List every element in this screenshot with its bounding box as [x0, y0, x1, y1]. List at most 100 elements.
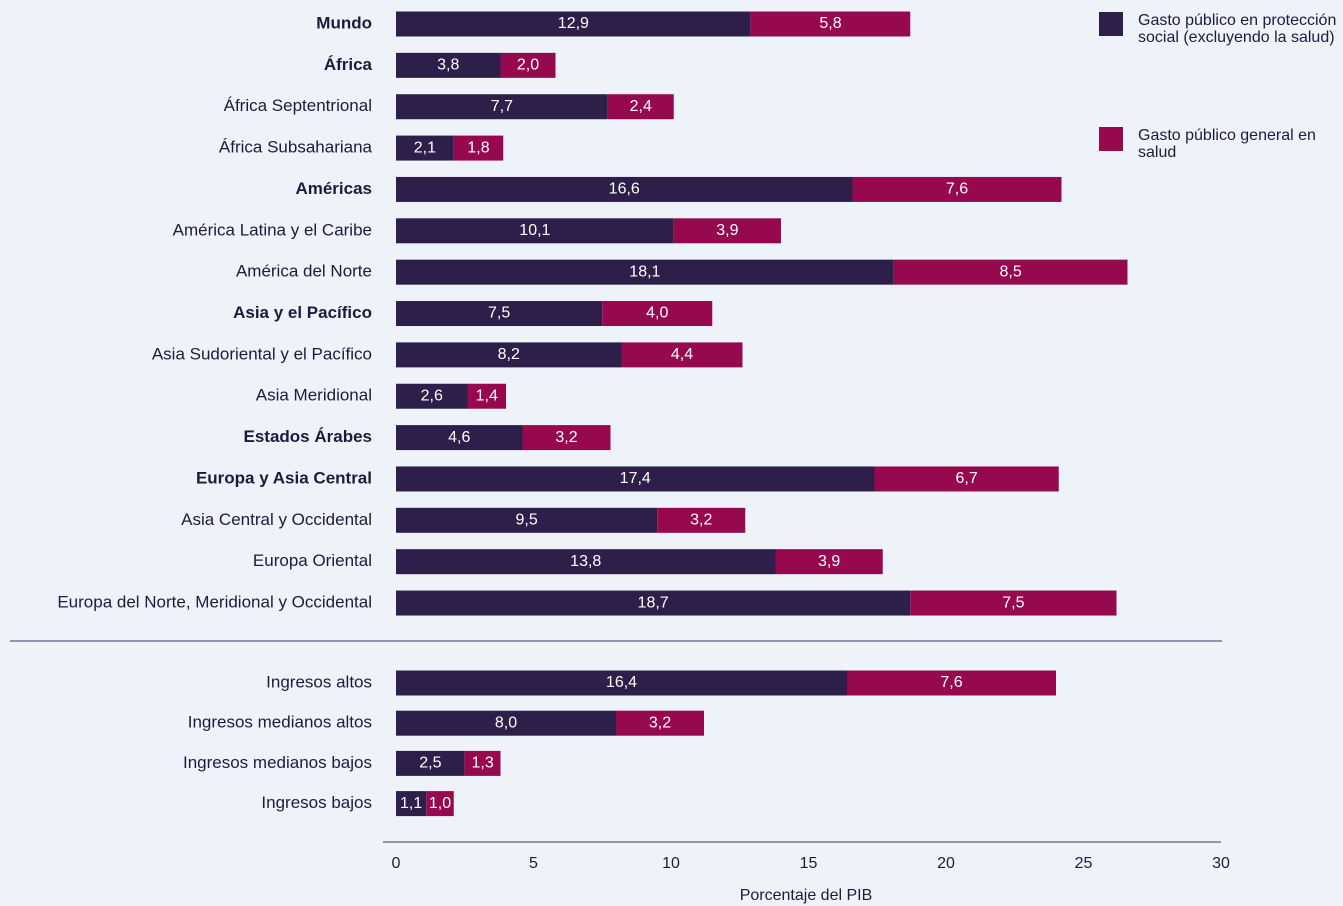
value-label: 2,0 [517, 57, 539, 74]
bar-segment [396, 52, 501, 78]
legend-swatch [1099, 127, 1123, 151]
category-label: Américas [295, 179, 372, 198]
value-label: 16,4 [606, 674, 637, 691]
bar-segment [396, 466, 875, 492]
value-label: 8,2 [498, 346, 520, 363]
bar-segment [396, 710, 616, 736]
bar-segment [775, 549, 883, 575]
value-label: 2,5 [419, 755, 441, 772]
bar-segment [396, 342, 622, 368]
value-label: 18,1 [629, 263, 660, 280]
category-label: Asia y el Pacífico [233, 303, 372, 322]
legend-item: Gasto público en protección social (excl… [1099, 12, 1338, 46]
category-label: Asia Meridional [256, 386, 372, 405]
value-label: 18,7 [638, 594, 669, 611]
bar-segment [607, 94, 674, 120]
value-label: 4,4 [671, 346, 693, 363]
category-label: Asia Central y Occidental [181, 510, 372, 529]
bar-segment [396, 383, 468, 409]
category-label: Ingresos medianos altos [188, 713, 372, 732]
value-label: 12,9 [558, 15, 589, 32]
bar-segment [396, 218, 674, 244]
value-label: 2,4 [630, 98, 652, 115]
value-label: 3,2 [649, 714, 671, 731]
bar-segment [847, 670, 1056, 696]
bar-segment [396, 94, 608, 120]
category-label: Ingresos medianos bajos [183, 753, 372, 772]
bar-segment [396, 670, 847, 696]
bar-segment [657, 507, 746, 533]
value-label: 3,9 [716, 222, 738, 239]
bar-segment [396, 11, 751, 37]
x-tick-label: 25 [1075, 855, 1093, 872]
value-label: 1,4 [476, 387, 498, 404]
category-label: Estados Árabes [244, 427, 373, 446]
value-label: 4,6 [448, 429, 470, 446]
bar-segment [893, 259, 1128, 285]
legend-swatch [1099, 12, 1123, 36]
bar-segment [396, 176, 853, 202]
value-label: 5,8 [819, 15, 841, 32]
value-label: 1,1 [400, 795, 422, 812]
category-label: América del Norte [236, 262, 372, 281]
x-tick-label: 15 [800, 855, 818, 872]
x-axis-label: Porcentaje del PIB [740, 887, 873, 904]
x-tick-label: 20 [937, 855, 955, 872]
category-label: Mundo [316, 13, 372, 32]
bar-segment [396, 425, 523, 451]
value-label: 7,6 [940, 674, 962, 691]
bar-segment [750, 11, 911, 37]
x-tick-label: 30 [1212, 855, 1230, 872]
legend-label: Gasto público general en salud [1138, 127, 1316, 161]
value-label: 1,0 [429, 795, 451, 812]
bar-segment [396, 301, 603, 327]
value-label: 13,8 [570, 553, 601, 570]
bar-segment [396, 750, 465, 776]
x-tick-label: 10 [662, 855, 680, 872]
bar-segment [500, 52, 556, 78]
bar-segment [396, 135, 454, 161]
category-label: África Subsahariana [219, 138, 373, 157]
bar-segment [910, 590, 1117, 616]
value-label: 2,1 [414, 139, 436, 156]
value-label: 3,2 [690, 512, 712, 529]
value-label: 3,8 [437, 57, 459, 74]
bar-segment [426, 791, 454, 817]
value-label: 17,4 [620, 470, 651, 487]
bar-segment [852, 176, 1062, 202]
bar-segment [673, 218, 781, 244]
bar-segment [396, 259, 894, 285]
x-tick-label: 0 [392, 855, 401, 872]
category-label: América Latina y el Caribe [173, 220, 372, 239]
category-label: África Septentrional [224, 96, 372, 115]
value-label: 3,9 [818, 553, 840, 570]
bar-segment [396, 549, 776, 575]
category-label: Europa del Norte, Meridional y Occidenta… [57, 593, 372, 612]
bar-segment [396, 791, 427, 817]
legend-item: Gasto público general en salud [1099, 127, 1338, 161]
value-label: 8,0 [495, 714, 517, 731]
bar-segment [467, 383, 506, 409]
value-label: 7,5 [1002, 594, 1024, 611]
x-tick-label: 5 [529, 855, 538, 872]
category-label: Europa Oriental [253, 551, 372, 570]
value-label: 8,5 [1000, 263, 1022, 280]
bar-segment [453, 135, 504, 161]
value-label: 2,6 [421, 387, 443, 404]
value-label: 10,1 [519, 222, 550, 239]
bar-segment [464, 750, 501, 776]
category-label: África [324, 55, 373, 74]
value-label: 7,7 [491, 98, 513, 115]
value-label: 7,6 [946, 181, 968, 198]
legend-label: Gasto público en protección social (excl… [1138, 12, 1337, 46]
value-label: 16,6 [609, 181, 640, 198]
category-label: Ingresos altos [266, 672, 372, 691]
value-label: 4,0 [646, 305, 668, 322]
bar-segment [396, 590, 911, 616]
bar-segment [616, 710, 704, 736]
category-label: Ingresos bajos [261, 793, 372, 812]
bar-segment [621, 342, 743, 368]
value-label: 1,8 [467, 139, 489, 156]
